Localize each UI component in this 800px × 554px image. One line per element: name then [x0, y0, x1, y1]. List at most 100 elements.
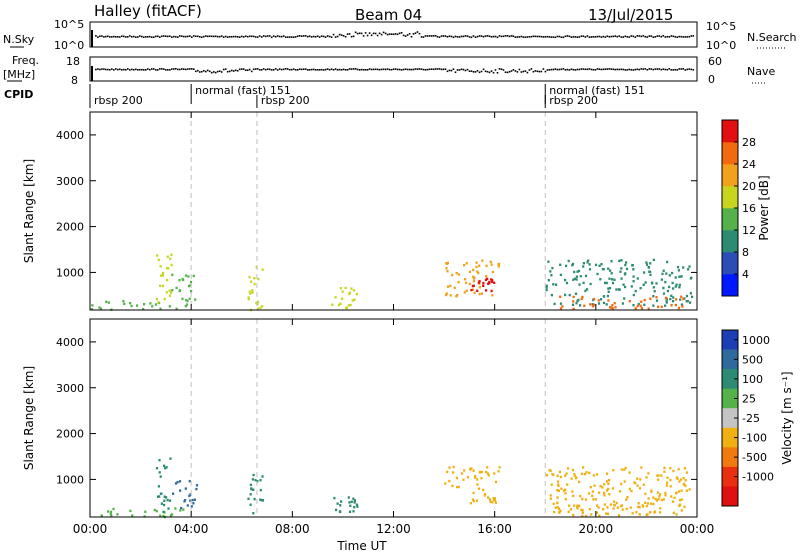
nsky-point [676, 36, 679, 38]
scatter-cell [677, 306, 680, 310]
nsky-point [153, 36, 155, 38]
freq-point [562, 68, 565, 70]
freq-point [632, 69, 635, 71]
scatter-cell [155, 467, 159, 470]
scatter-cell [674, 285, 677, 288]
scatter-cell [603, 494, 606, 497]
scatter-cell [632, 293, 635, 297]
scatter-cell [619, 504, 622, 508]
scatter-cell [352, 289, 356, 292]
nsky-point [484, 35, 487, 37]
freq-point [514, 70, 517, 72]
scatter-cell [462, 478, 465, 481]
scatter-cell [603, 483, 606, 486]
scatter-cell [557, 483, 560, 486]
freq-point [494, 69, 497, 71]
scatter-cell [484, 278, 487, 282]
nsky-point [254, 36, 257, 38]
freq-point [125, 69, 127, 71]
scatter-cell [577, 269, 581, 273]
scatter-cell [566, 483, 569, 486]
nsky-trace [95, 31, 695, 39]
x-tick-label: 04:00 [174, 522, 209, 536]
freq-point [294, 69, 297, 71]
nsky-point [240, 35, 243, 38]
nsky-point [666, 35, 669, 38]
colorbar-band [722, 274, 738, 297]
scatter-cell [684, 479, 687, 482]
nsky-point [238, 36, 241, 38]
scatter-cell [485, 289, 488, 292]
freq-point [458, 69, 461, 71]
nsky-point [218, 35, 221, 38]
scatter-cell [482, 281, 485, 285]
nsky-point [292, 36, 295, 38]
freq-point [127, 68, 129, 70]
colorbar-tick-label: -25 [742, 412, 760, 425]
freq-point [624, 69, 627, 71]
scatter-cell [174, 482, 178, 485]
freq-point [528, 69, 531, 71]
scatter-cell [475, 265, 478, 269]
scatter-cell [588, 471, 591, 475]
freq-point [181, 68, 183, 70]
freq-point [586, 68, 589, 71]
freq-point [296, 69, 299, 71]
scatter-cell [628, 487, 631, 491]
nsky-point [210, 35, 213, 38]
scatter-cell [632, 275, 635, 278]
nsky-point [546, 35, 549, 38]
freq-point [103, 68, 105, 70]
nsky-point [430, 35, 433, 37]
freq-point [452, 68, 455, 70]
scatter-cell [159, 265, 162, 268]
velocity-y-label: Slant Range [km] [22, 366, 36, 470]
scatter-cell [477, 281, 480, 284]
scatter-cell [248, 290, 251, 293]
nsky-point [376, 34, 379, 37]
scatter-cell [675, 492, 678, 495]
colorbar-band [722, 208, 738, 231]
freq-point [600, 68, 603, 71]
scatter-cell [608, 493, 611, 496]
scatter-cell [689, 292, 692, 295]
scatter-cell [476, 270, 479, 273]
scatter-cell [605, 281, 608, 285]
freq-point [203, 70, 205, 72]
scatter-cell [163, 499, 166, 502]
scatter-cell [445, 267, 448, 270]
scatter-cell [571, 468, 575, 472]
freq-point [250, 70, 253, 73]
freq-point [274, 68, 277, 70]
nsky-point [336, 35, 339, 38]
nsky-point [446, 36, 449, 38]
freq-point [642, 68, 645, 70]
freq-point [402, 68, 405, 71]
nsky-point [418, 32, 421, 35]
nsky-point [268, 35, 271, 37]
freq-point [636, 68, 639, 71]
scatter-cell [351, 299, 354, 302]
nsky-point [592, 36, 595, 38]
nsky-point [181, 35, 183, 37]
scatter-cell [253, 277, 256, 280]
scatter-cell [672, 300, 675, 303]
power-panel: 1000 2000 3000 4000 Slant Range [km] [22, 111, 698, 312]
scatter-cell [620, 277, 623, 280]
scatter-cell [461, 472, 464, 475]
nsky-point [159, 36, 161, 38]
scatter-cell [151, 305, 154, 308]
scatter-cell [591, 303, 594, 306]
scatter-cell [249, 292, 252, 295]
nsky-point [195, 35, 197, 38]
nsky-point [312, 35, 315, 38]
freq-point [634, 68, 637, 71]
nsky-point [165, 35, 167, 37]
freq-tick-low: 8 [71, 74, 78, 87]
scatter-cell [640, 307, 643, 310]
scatter-cell [466, 476, 470, 479]
freq-point [400, 69, 403, 71]
freq-point [292, 68, 295, 70]
nsky-point [145, 36, 147, 38]
nsky-point [580, 35, 583, 37]
